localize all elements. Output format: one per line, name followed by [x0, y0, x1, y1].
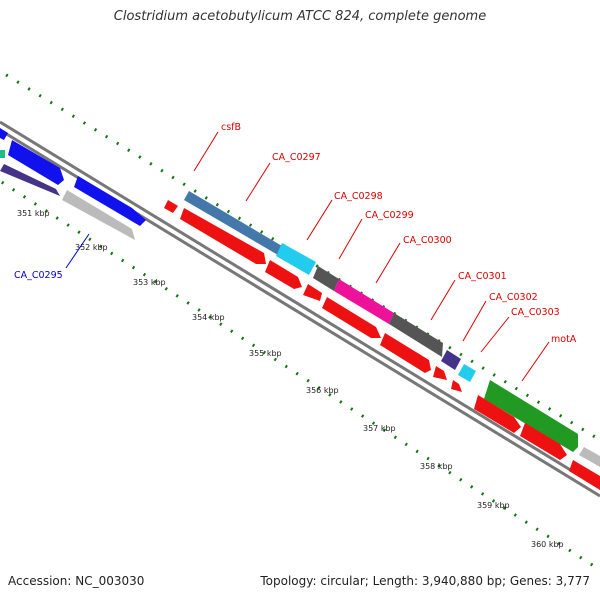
backbone-line-upper — [0, 120, 600, 490]
label-CA_C0301: CA_C0301 — [458, 271, 507, 282]
gene-CA_C0298 — [313, 266, 339, 291]
map-title: Clostridium acetobutylicum ATCC 824, com… — [113, 9, 487, 24]
label-csfB: csfB — [221, 122, 241, 133]
gene-CA_C0300 — [389, 313, 443, 357]
gc-dot-track-outer — [0, 69, 600, 442]
label-CA_C0298: CA_C0298 — [334, 191, 383, 202]
leader-CA_C0299 — [338, 218, 363, 260]
leader-CA_C0297 — [245, 162, 271, 202]
gene-motA — [484, 380, 578, 452]
tick-label-357: 357 kbp — [363, 424, 396, 433]
accession-text: Accession: NC_003030 — [8, 574, 145, 588]
gene-rev-3 — [265, 260, 302, 289]
gene-rev-6 — [380, 333, 431, 373]
gene-labels: csfB CA_C0297 CA_C0298 CA_C0299 CA_C0300… — [14, 122, 577, 382]
kbp-ticks: 351 kbp 352 kbp 353 kbp 354 kbp 355 kbp … — [17, 209, 564, 549]
tick-label-352: 352 kbp — [75, 243, 108, 252]
leader-CA_C0298 — [306, 199, 333, 241]
reverse-strand-features — [164, 200, 600, 490]
leader-CA_C0300 — [375, 242, 401, 284]
tick-label-360: 360 kbp — [531, 540, 564, 549]
label-CA_C0295: CA_C0295 — [14, 270, 63, 281]
genome-summary-text: Topology: circular; Length: 3,940,880 bp… — [260, 574, 590, 588]
gene-rev-9 — [474, 395, 521, 433]
tick-label-353: 353 kbp — [133, 278, 166, 287]
gene-rev-5 — [322, 297, 381, 338]
leader-CA_C0295 — [65, 233, 90, 269]
gc-dot-track-inner — [0, 179, 600, 572]
tick-label-356: 356 kbp — [306, 386, 339, 395]
gene-rev-7 — [433, 366, 447, 380]
tick-label-358: 358 kbp — [420, 462, 453, 471]
tick-label-359: 359 kbp — [477, 501, 510, 510]
label-CA_C0303: CA_C0303 — [511, 307, 560, 318]
gene-fwd-2 — [8, 140, 64, 185]
leader-CA_C0303 — [480, 316, 510, 353]
gene-navy-left — [0, 164, 60, 196]
tick-label-355: 355 kbp — [249, 349, 282, 358]
gene-rev-10 — [520, 423, 567, 460]
gene-CA_C0301 — [441, 350, 461, 370]
gene-green-sliver — [0, 150, 5, 158]
label-CA_C0302: CA_C0302 — [489, 292, 538, 303]
label-CA_C0299: CA_C0299 — [365, 210, 414, 221]
gene-rev-8 — [451, 380, 462, 392]
leader-csfB — [193, 131, 219, 172]
gene-CA_C0299 — [334, 279, 394, 324]
gene-rev-2 — [180, 208, 266, 264]
label-motA: motA — [551, 334, 577, 345]
gene-fwd-next — [579, 447, 600, 467]
leader-CA_C0301 — [430, 279, 456, 321]
gene-CA_C0297 — [276, 243, 316, 275]
gene-CA_C0302 — [458, 364, 476, 382]
gene-csfB — [184, 191, 282, 255]
gene-rev-4 — [303, 284, 322, 301]
genome-backbone — [0, 120, 600, 498]
gene-fwd-3 — [74, 176, 146, 226]
forward-strand-features — [0, 128, 600, 467]
tick-label-354: 354 kbp — [192, 313, 225, 322]
leader-CA_C0302 — [462, 300, 487, 342]
leader-motA — [521, 341, 550, 382]
gene-rev-1 — [164, 200, 178, 213]
gene-gray-left — [62, 190, 135, 240]
label-CA_C0300: CA_C0300 — [403, 235, 452, 246]
tick-label-351: 351 kbp — [17, 209, 50, 218]
gc-dots — [0, 69, 600, 572]
gene-fwd-1 — [0, 128, 8, 140]
gene-rev-11 — [569, 460, 600, 490]
label-CA_C0297: CA_C0297 — [272, 152, 321, 163]
